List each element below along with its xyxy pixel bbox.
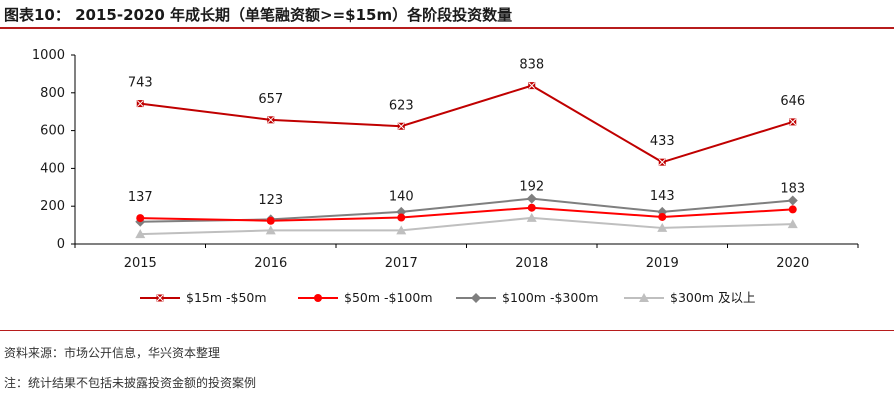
- y-tick-label: 600: [40, 124, 65, 139]
- marker-triangle: [639, 293, 649, 302]
- data-point-s1-2017: [397, 122, 405, 130]
- marker-triangle: [396, 225, 407, 235]
- legend-marker: [639, 293, 649, 302]
- marker-triangle: [265, 225, 276, 235]
- data-point-s3-2018: [526, 193, 537, 204]
- title-divider: [0, 27, 894, 29]
- legend-marker: [471, 293, 481, 303]
- y-tick-label: 1000: [32, 48, 65, 63]
- series-line-2: [140, 206, 793, 222]
- data-label: 183: [780, 181, 805, 196]
- data-label: 838: [519, 58, 544, 73]
- chart-axes: 0 200 400 600 800 1000 2015 2016 2017 2018 2019 202…: [32, 48, 859, 271]
- data-label: 192: [519, 180, 544, 195]
- legend-label: $100m -$300m: [502, 290, 598, 305]
- data-point-s3-2017: [396, 206, 407, 217]
- data-label: 123: [258, 193, 283, 208]
- data-point-s4-2017: [396, 225, 407, 235]
- legend-label: $50m -$100m: [344, 290, 433, 305]
- marker-triangle: [657, 222, 668, 232]
- data-point-s2-2016: [266, 216, 275, 225]
- x-tick-label: 2018: [515, 256, 548, 271]
- data-label: 623: [389, 98, 414, 113]
- data-point-s1-2020: [789, 118, 797, 126]
- x-tick-label: 2015: [124, 256, 157, 271]
- data-point-s4-2016: [265, 225, 276, 235]
- marker-diamond: [787, 195, 798, 206]
- y-tick-label: 800: [40, 86, 65, 101]
- data-labels: 743 657 623 838 433 646 137 123 140 192 143 183: [128, 58, 805, 208]
- data-label: 433: [650, 134, 675, 149]
- marker-circle: [136, 214, 145, 223]
- data-point-s4-2019: [657, 222, 668, 232]
- data-label: 137: [128, 190, 153, 205]
- chart-legend: $15m -$50m $50m -$100m $100m -$300m $300m 及…: [140, 290, 755, 305]
- data-label: 743: [128, 76, 153, 91]
- legend-item-3[interactable]: $100m -$300m: [456, 290, 598, 305]
- marker-diamond: [471, 293, 481, 303]
- marker-circle: [788, 205, 797, 214]
- marker-circle: [658, 212, 667, 221]
- data-point-s2-2020: [788, 205, 797, 214]
- legend-item-2[interactable]: $50m -$100m: [298, 290, 433, 305]
- data-point-s3-2020: [787, 195, 798, 206]
- data-point-s2-2018: [527, 203, 536, 212]
- data-point-s1-2015: [136, 100, 144, 108]
- x-tick-label: 2016: [254, 256, 287, 271]
- y-tick-label: 0: [57, 237, 65, 252]
- marker-diamond: [396, 206, 407, 217]
- legend-label: $300m 及以上: [670, 290, 755, 305]
- data-point-s2-2015: [136, 214, 145, 223]
- marker-cross: [528, 82, 536, 89]
- y-tick-label: 400: [40, 161, 65, 176]
- data-label: 657: [258, 92, 283, 107]
- legend-item-1[interactable]: $15m -$50m: [140, 290, 267, 305]
- series-line-4: [140, 216, 793, 236]
- series-markers: [135, 82, 798, 239]
- x-tick-label: 2017: [385, 256, 418, 271]
- y-tick-label: 200: [40, 199, 65, 214]
- marker-circle: [397, 213, 406, 222]
- marker-circle: [527, 203, 536, 212]
- series-line-1: [140, 84, 794, 164]
- data-point-s2-2019: [658, 212, 667, 221]
- series-lines: [140, 84, 794, 236]
- marker-circle: [314, 294, 322, 302]
- x-tick-label: 2019: [646, 256, 679, 271]
- marker-triangle: [526, 212, 537, 222]
- marker-cross: [267, 116, 275, 124]
- data-point-s1-2018: [528, 82, 536, 90]
- data-point-s4-2015: [135, 229, 146, 239]
- x-tick-label: 2020: [776, 256, 809, 271]
- marker-cross: [156, 294, 164, 302]
- footer-divider: [0, 330, 894, 331]
- data-label: 646: [780, 94, 805, 109]
- data-label: 143: [650, 189, 675, 204]
- source-note: 资料来源：市场公开信息，华兴资本整理: [4, 346, 221, 360]
- line-chart: 0 200 400 600 800 1000 2015 2016 2017 2018 2019 202…: [32, 48, 859, 305]
- legend-label: $15m -$50m: [186, 290, 267, 305]
- legend-item-4[interactable]: $300m 及以上: [624, 290, 755, 305]
- marker-cross: [658, 158, 666, 166]
- marker-triangle: [787, 219, 798, 229]
- legend-marker: [156, 294, 164, 302]
- marker-diamond: [526, 193, 537, 204]
- marker-circle: [266, 216, 275, 225]
- data-point-s4-2020: [787, 219, 798, 229]
- data-point-s4-2018: [526, 212, 537, 222]
- data-point-s1-2019: [658, 158, 666, 166]
- marker-triangle: [135, 229, 146, 239]
- footnote: 注：统计结果不包括未披露投资金额的投资案例: [4, 376, 257, 390]
- marker-cross: [789, 118, 797, 126]
- series-line-3: [140, 197, 793, 223]
- legend-marker: [314, 294, 322, 302]
- data-point-s2-2017: [397, 213, 406, 222]
- data-point-s1-2016: [267, 116, 275, 124]
- marker-cross: [136, 100, 144, 107]
- chart-title: 图表10： 2015-2020 年成长期（单笔融资额>=$15m）各阶段投资数量: [4, 6, 513, 24]
- marker-cross: [397, 122, 405, 130]
- data-label: 140: [389, 190, 414, 205]
